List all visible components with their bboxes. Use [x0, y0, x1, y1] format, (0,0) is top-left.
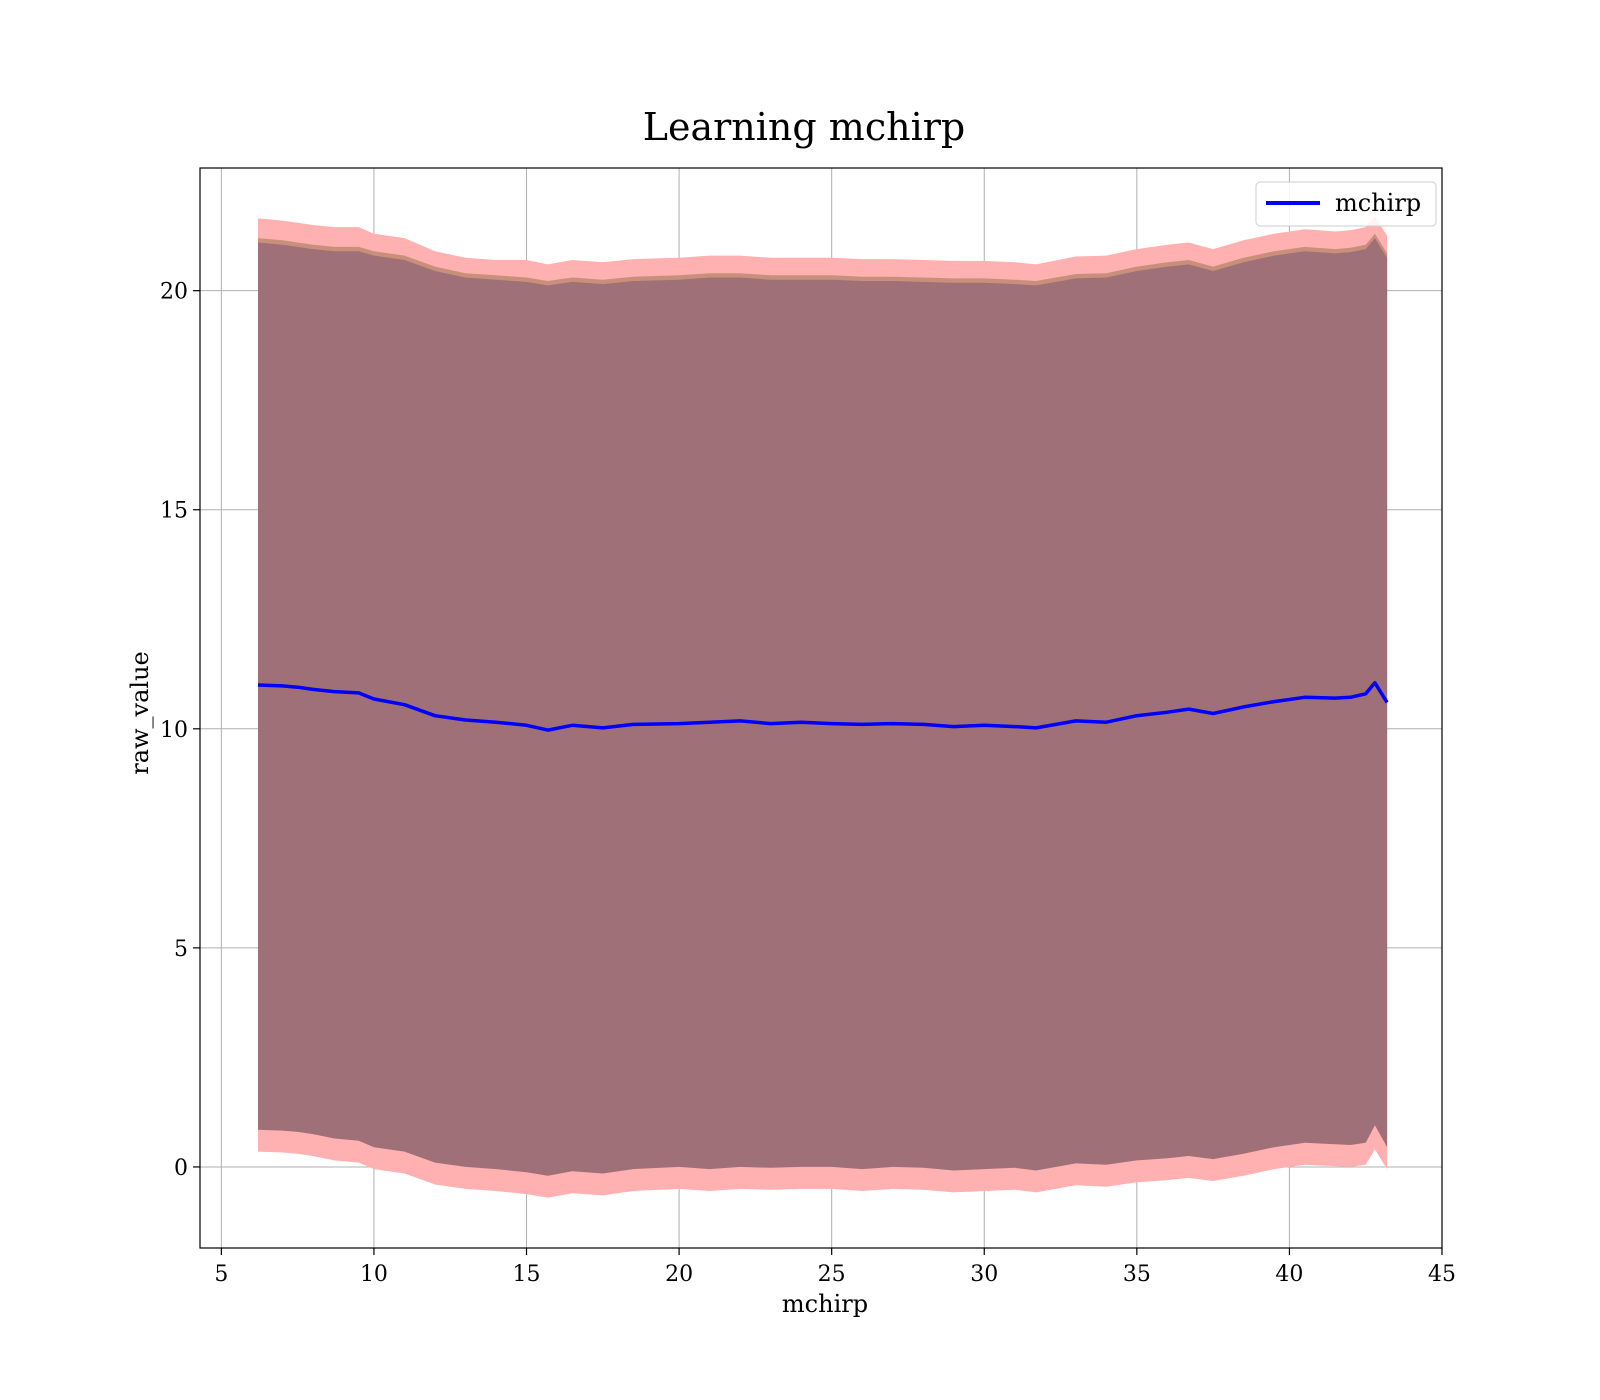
x-axis-label: mchirp: [782, 1290, 868, 1318]
y-tick-label: 0: [174, 1156, 188, 1181]
x-tick-label: 35: [1123, 1262, 1151, 1287]
x-tick-label: 40: [1275, 1262, 1303, 1287]
ticks: 5 10 15 20 25 30 35 40 45 0 5 10 15 20: [160, 280, 1456, 1287]
y-tick-label: 10: [160, 718, 188, 743]
y-axis-label: raw_value: [126, 651, 154, 775]
mean-line-mchirp: [257, 681, 1389, 732]
legend-entry: mchirp: [1335, 189, 1421, 217]
y-tick-label: 20: [160, 280, 188, 305]
x-tick-label: 10: [360, 1262, 388, 1287]
legend-box: [1255, 181, 1437, 227]
x-tick-label: 30: [970, 1262, 998, 1287]
x-tick-label: 25: [818, 1262, 846, 1287]
bands: [258, 216, 1388, 1198]
inner-confidence-band: [258, 238, 1388, 1176]
y-tick-label: 15: [160, 499, 188, 524]
legend: mchirp: [1255, 181, 1437, 227]
x-tick-label: 5: [214, 1262, 228, 1287]
chart-title: Learning mchirp: [643, 105, 965, 149]
x-tick-label: 45: [1428, 1262, 1456, 1287]
plot-frame: [199, 167, 1443, 1249]
x-tick-label: 15: [513, 1262, 541, 1287]
x-tick-label: 20: [665, 1262, 693, 1287]
mean-line-layer: [257, 681, 1389, 732]
y-tick-label: 5: [174, 937, 188, 962]
